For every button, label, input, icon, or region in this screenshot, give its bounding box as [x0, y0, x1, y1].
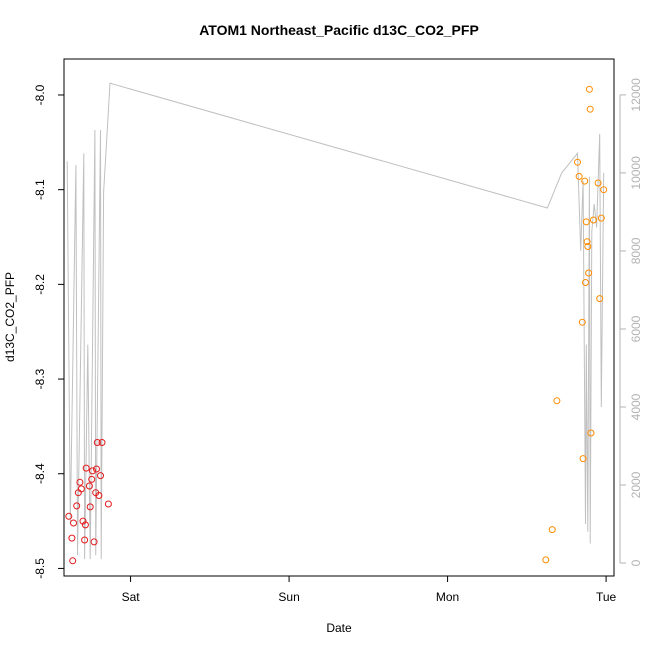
y2-tick-label-1: 0	[629, 559, 643, 566]
data-point-series-2-12	[584, 243, 592, 250]
x-tick-label-3: Mon	[436, 590, 459, 604]
y-tick-label-5: -8.1	[33, 179, 47, 200]
data-point-series-2-3	[553, 397, 561, 405]
data-point-series-1-22	[97, 472, 104, 480]
data-point-series-2-19	[596, 295, 604, 303]
x-tick-label-2: Sun	[278, 590, 299, 604]
data-point-series-1-2	[68, 534, 76, 542]
data-point-series-1-17	[90, 538, 98, 546]
data-point-series-2-17	[589, 216, 597, 224]
data-point-series-2-16	[587, 429, 595, 437]
y-axis-label: d13C_CO2_PFP	[3, 272, 17, 362]
y-tick-label-6: -8.0	[33, 84, 47, 105]
data-point-series-2-10	[582, 218, 590, 226]
data-point-series-2-1	[542, 556, 550, 564]
data-point-series-1-8	[77, 485, 85, 493]
data-point-series-1-21	[95, 492, 103, 499]
data-point-series-1-12	[82, 464, 90, 472]
altitude-series-line	[66, 82, 605, 560]
data-point-series-2-15	[586, 105, 594, 113]
altitude-line-layer	[66, 82, 605, 560]
data-point-series-2-21	[600, 186, 608, 194]
data-point-series-1-7	[76, 478, 84, 486]
data-point-series-1-23	[98, 439, 106, 446]
data-point-series-1-1	[65, 512, 73, 520]
data-point-series-1-19	[93, 465, 100, 473]
y2-tick-label-6: 10000	[629, 156, 643, 190]
data-point-series-1-5	[73, 502, 81, 510]
y2-tick-label-2: 2000	[629, 471, 643, 498]
data-point-series-1-24	[104, 500, 112, 508]
y-tick-label-1: -8.5	[33, 558, 47, 579]
points-layer	[65, 85, 608, 565]
y2-tick-label-7: 12000	[629, 78, 643, 112]
x-tick-label-1: Sat	[122, 590, 141, 604]
data-point-series-2-18	[594, 179, 602, 187]
data-point-series-2-14	[585, 85, 593, 93]
data-point-series-2-9	[582, 279, 589, 286]
data-point-series-2-11	[583, 238, 591, 246]
data-point-series-1-20	[93, 439, 101, 446]
y2-tick-label-5: 8000	[629, 237, 643, 264]
data-point-series-1-13	[85, 482, 93, 490]
data-point-series-2-20	[597, 214, 605, 222]
data-point-series-1-14	[86, 503, 94, 511]
data-point-series-1-10	[81, 536, 89, 544]
y-axis-left: -8.5 -8.4 -8.3 -8.2 -8.1 -8.0	[33, 84, 64, 579]
data-point-series-1-3	[69, 557, 77, 565]
chart-title: ATOM1 Northeast_Pacific d13C_CO2_PFP	[199, 22, 479, 38]
data-point-series-2-13	[585, 269, 593, 277]
y-axis-right: 0 2000 4000 6000 8000 10000 12000	[619, 78, 643, 566]
x-axis: Sat Sun Mon Tue	[122, 576, 617, 604]
data-point-series-2-4	[574, 158, 581, 166]
x-axis-label: Date	[326, 621, 352, 635]
data-point-series-2-8	[581, 177, 589, 185]
y-tick-label-4: -8.2	[33, 274, 47, 295]
data-point-series-2-7	[579, 455, 587, 463]
data-point-series-1-9	[79, 517, 87, 525]
x-tick-label-4: Tue	[596, 590, 617, 604]
data-point-series-2-5	[575, 172, 583, 180]
data-point-series-1-16	[89, 467, 96, 475]
y2-tick-label-3: 4000	[629, 393, 643, 420]
data-point-series-1-15	[88, 475, 96, 483]
data-point-series-2-2	[548, 526, 556, 534]
data-point-series-1-11	[81, 521, 89, 529]
y-tick-label-3: -8.3	[33, 368, 47, 389]
y-tick-label-2: -8.4	[33, 463, 47, 484]
y2-tick-label-4: 6000	[629, 315, 643, 342]
data-point-series-1-4	[70, 519, 77, 527]
data-point-series-2-6	[578, 318, 586, 326]
plot-frame	[63, 58, 615, 577]
